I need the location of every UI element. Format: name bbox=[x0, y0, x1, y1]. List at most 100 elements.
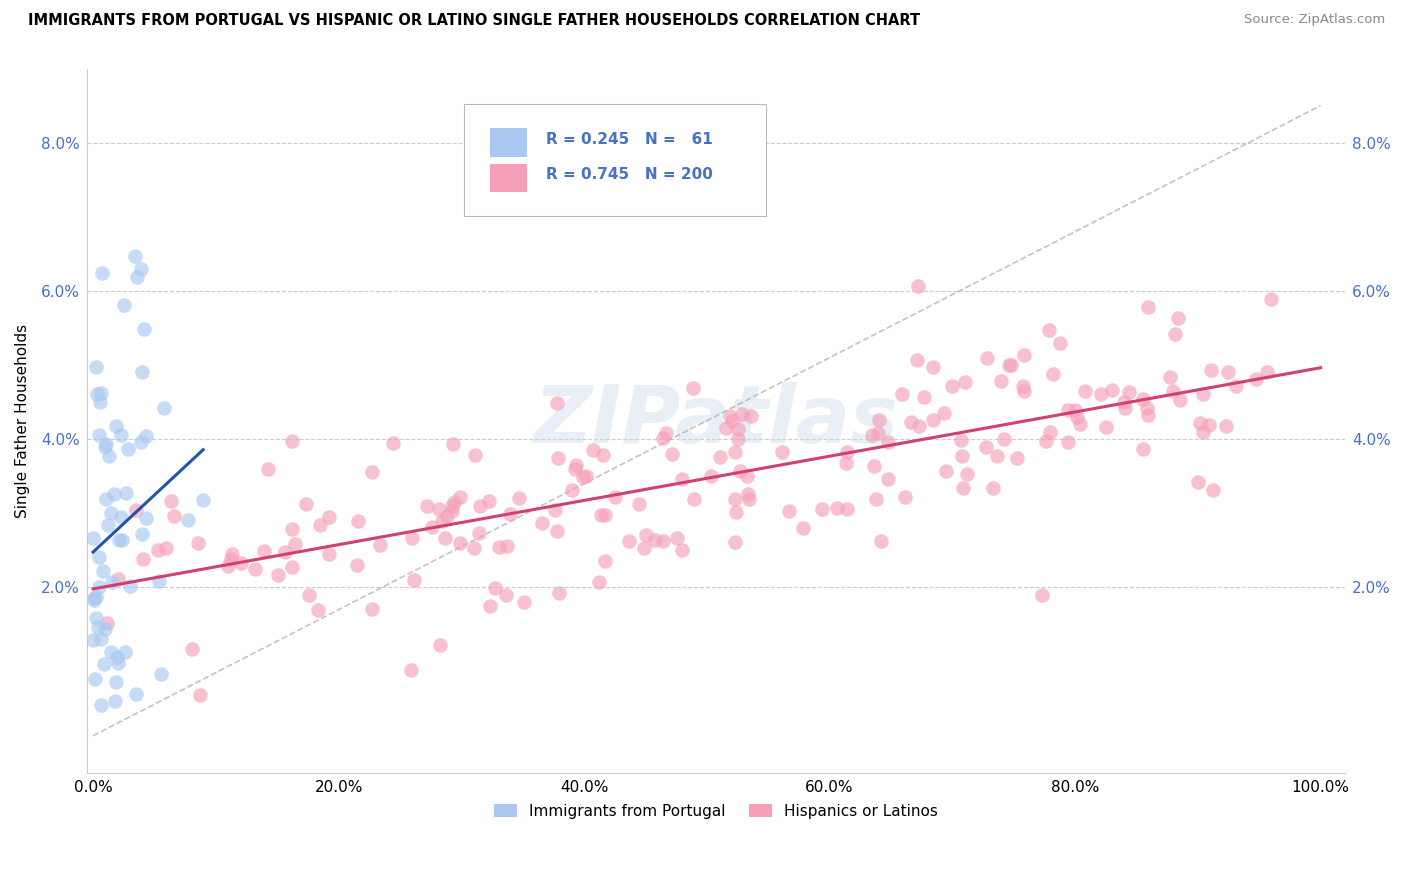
Point bbox=[998, 358, 1021, 372]
Point bbox=[217, 559, 239, 574]
Point bbox=[90, 632, 112, 646]
Point bbox=[464, 448, 486, 462]
Point bbox=[1256, 365, 1278, 379]
Point bbox=[1066, 410, 1088, 425]
Legend: Immigrants from Portugal, Hispanics or Latinos: Immigrants from Portugal, Hispanics or L… bbox=[488, 797, 943, 825]
Point bbox=[1057, 434, 1080, 449]
Point bbox=[986, 450, 1008, 464]
Point bbox=[468, 499, 491, 513]
Point bbox=[499, 507, 522, 521]
Point bbox=[724, 534, 747, 549]
Point bbox=[90, 698, 112, 712]
Point bbox=[950, 449, 973, 463]
Point bbox=[245, 562, 267, 576]
Point bbox=[652, 431, 675, 445]
Point bbox=[655, 425, 678, 440]
Point bbox=[176, 513, 198, 527]
Point bbox=[360, 602, 382, 616]
Point bbox=[273, 545, 295, 559]
Point bbox=[105, 650, 128, 665]
Point bbox=[135, 428, 157, 442]
Point bbox=[868, 412, 890, 426]
Point bbox=[941, 379, 963, 393]
Point bbox=[547, 450, 569, 465]
Point bbox=[427, 501, 450, 516]
Point bbox=[1216, 365, 1239, 379]
Point bbox=[1035, 434, 1057, 448]
Point bbox=[94, 437, 117, 451]
Point bbox=[294, 497, 316, 511]
Point bbox=[770, 445, 793, 459]
Point bbox=[382, 435, 405, 450]
Point bbox=[682, 381, 704, 395]
Point bbox=[443, 495, 465, 509]
Point bbox=[87, 550, 110, 565]
Point bbox=[1225, 379, 1247, 393]
Point bbox=[735, 468, 758, 483]
Point bbox=[513, 595, 536, 609]
Point bbox=[484, 581, 506, 595]
Bar bbox=[489, 128, 527, 157]
Point bbox=[281, 522, 304, 536]
Point bbox=[1031, 588, 1053, 602]
FancyBboxPatch shape bbox=[464, 103, 766, 217]
Point bbox=[876, 472, 898, 486]
Point bbox=[117, 442, 139, 457]
Point bbox=[1199, 363, 1222, 377]
Point bbox=[84, 590, 107, 604]
Point bbox=[952, 481, 974, 495]
Point bbox=[1163, 384, 1185, 398]
Point bbox=[101, 575, 124, 590]
Point bbox=[652, 533, 675, 548]
Point bbox=[950, 434, 973, 448]
Point bbox=[152, 401, 174, 415]
Point bbox=[1191, 425, 1213, 439]
Point bbox=[811, 502, 834, 516]
Point bbox=[866, 426, 889, 441]
Point bbox=[1215, 419, 1237, 434]
Point bbox=[993, 432, 1015, 446]
Text: IMMIGRANTS FROM PORTUGAL VS HISPANIC OR LATINO SINGLE FATHER HOUSEHOLDS CORRELAT: IMMIGRANTS FROM PORTUGAL VS HISPANIC OR … bbox=[28, 13, 921, 29]
Point bbox=[98, 449, 121, 463]
Point bbox=[619, 533, 641, 548]
Point bbox=[436, 508, 458, 523]
Point bbox=[100, 645, 122, 659]
Point bbox=[665, 531, 688, 545]
Bar bbox=[489, 163, 527, 192]
Point bbox=[727, 432, 749, 446]
Point bbox=[1049, 336, 1071, 351]
Point bbox=[932, 406, 955, 420]
Point bbox=[956, 467, 979, 482]
Point bbox=[309, 518, 332, 533]
Point bbox=[125, 687, 148, 701]
Point bbox=[488, 540, 510, 554]
Point bbox=[912, 390, 935, 404]
Point bbox=[87, 428, 110, 442]
Point bbox=[990, 374, 1012, 388]
Point bbox=[129, 434, 152, 449]
Point bbox=[87, 581, 110, 595]
Point bbox=[877, 434, 900, 449]
Point bbox=[148, 574, 170, 589]
Point bbox=[221, 547, 243, 561]
Point bbox=[83, 591, 105, 605]
Point bbox=[592, 448, 614, 462]
Point bbox=[1039, 425, 1062, 439]
Point bbox=[86, 387, 108, 401]
Point bbox=[100, 506, 122, 520]
Point bbox=[835, 502, 858, 516]
Point bbox=[1132, 442, 1154, 456]
Point bbox=[582, 442, 605, 457]
Point bbox=[107, 572, 129, 586]
Point bbox=[89, 394, 111, 409]
Point bbox=[253, 543, 276, 558]
Point bbox=[90, 790, 112, 805]
Point bbox=[1136, 408, 1159, 422]
Point bbox=[700, 469, 723, 483]
Point bbox=[107, 656, 129, 670]
Point bbox=[93, 657, 115, 671]
Point bbox=[1192, 387, 1215, 401]
Point bbox=[633, 541, 655, 555]
Point bbox=[727, 422, 749, 436]
Point bbox=[114, 645, 136, 659]
